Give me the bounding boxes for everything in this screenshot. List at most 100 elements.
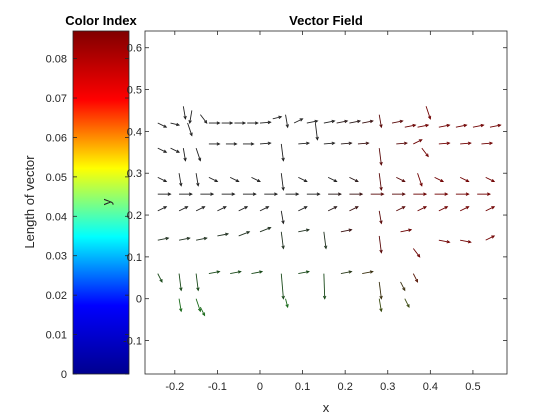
vector-arrow xyxy=(229,176,240,183)
vector-arrow xyxy=(200,192,215,196)
y-tick-label: 0.1 xyxy=(127,252,142,264)
vector-arrow xyxy=(187,122,193,137)
vector-arrow xyxy=(378,114,383,129)
vector-arrow xyxy=(178,273,183,292)
vector-arrow xyxy=(178,206,189,212)
vector-arrow xyxy=(349,206,359,212)
vector-arrow xyxy=(259,120,272,125)
vector-arrow xyxy=(378,235,383,254)
vector-arrow xyxy=(340,270,353,275)
vector-arrow xyxy=(298,176,308,183)
y-tick-label: 0 xyxy=(136,294,142,306)
vector-arrow xyxy=(438,239,451,244)
vector-arrow xyxy=(417,123,430,128)
vector-arrow xyxy=(362,270,374,275)
vector-arrow xyxy=(221,121,234,125)
vector-arrow xyxy=(217,206,227,212)
vector-arrow xyxy=(485,235,496,241)
vector-arrow xyxy=(251,270,264,275)
vector-arrow xyxy=(370,192,385,196)
colorbar-tick-label: 0.04 xyxy=(46,211,67,223)
vector-arrow xyxy=(485,176,496,183)
colorbar-gradient xyxy=(72,30,130,375)
vector-arrow xyxy=(378,173,383,191)
vector-arrow xyxy=(242,142,255,146)
x-tick-label: 0 xyxy=(257,381,263,393)
vector-arrow xyxy=(392,192,406,196)
vector-arrow xyxy=(417,173,423,187)
vector-arrow xyxy=(285,114,289,129)
vector-arrow xyxy=(298,228,310,233)
y-tick-label: 0.3 xyxy=(127,168,142,180)
vector-arrow xyxy=(349,176,359,183)
vector-arrow xyxy=(438,123,451,128)
vector-arrow xyxy=(412,248,421,258)
vector-arrow xyxy=(489,123,502,128)
vector-arrow xyxy=(170,122,181,127)
vector-arrow xyxy=(314,122,319,141)
vector-arrow xyxy=(455,192,470,196)
vector-arrow xyxy=(298,270,310,275)
vector-arrow xyxy=(272,115,283,120)
vector-arrow xyxy=(196,236,208,241)
vector-arrow xyxy=(285,192,300,196)
vector-arrow xyxy=(434,176,445,183)
vector-arrow xyxy=(362,119,374,124)
vector-arrow xyxy=(247,121,259,125)
colorbar-tick-label: 0.08 xyxy=(46,54,67,66)
colorbar: Color Index 0 0.01 0.02 0.03 0.04 0.05 0.06 0.0… xyxy=(22,13,138,381)
vector-arrow xyxy=(425,106,432,120)
vector-arrows xyxy=(157,106,502,317)
vector-arrow xyxy=(340,228,353,233)
y-axis-ticks: -0.1 0 0.1 0.2 0.3 0.4 0.5 0.6 xyxy=(123,43,507,348)
vector-arrow xyxy=(259,206,270,212)
vector-arrow xyxy=(327,206,338,212)
vector-arrow xyxy=(280,231,285,250)
colorbar-tick-label: 0.03 xyxy=(46,251,67,263)
colorbar-tick-label: 0.02 xyxy=(46,290,67,302)
vector-arrow xyxy=(178,236,191,241)
y-tick-label: 0.2 xyxy=(127,210,142,222)
vector-arrow xyxy=(396,141,408,146)
vector-arrow xyxy=(208,176,219,183)
vector-arrow xyxy=(182,148,187,162)
vector-arrow xyxy=(396,176,406,183)
vector-arrow xyxy=(195,173,200,187)
vector-arrow xyxy=(323,231,328,250)
vector-arrow xyxy=(280,173,285,191)
vector-arrow xyxy=(157,206,168,212)
colorbar-tick-label: 0.07 xyxy=(46,93,67,105)
vector-arrow xyxy=(323,119,336,124)
vector-arrow xyxy=(459,206,470,212)
vector-arrow xyxy=(327,176,338,183)
vector-arrow xyxy=(485,206,496,212)
vector-arrow xyxy=(182,106,187,120)
vector-arrow xyxy=(438,141,451,146)
x-tick-label: 0.1 xyxy=(295,381,310,393)
vector-arrow xyxy=(221,192,236,196)
vector-arrow xyxy=(157,147,168,153)
colorbar-tick-label: 0.05 xyxy=(46,172,67,184)
vector-arrow xyxy=(179,192,193,196)
vector-arrow xyxy=(157,273,163,283)
vector-arrow xyxy=(217,232,230,237)
colorbar-tick-label: 0 xyxy=(61,369,67,381)
vector-arrow xyxy=(323,141,336,146)
y-tick-label: -0.1 xyxy=(123,336,142,348)
vector-arrow xyxy=(188,110,193,125)
vector-arrow xyxy=(178,298,183,313)
plot-title: Vector Field xyxy=(289,13,363,28)
vector-arrow xyxy=(417,206,428,212)
vector-arrow xyxy=(413,192,428,196)
vector-arrow xyxy=(280,210,285,225)
vector-arrow xyxy=(378,210,383,225)
vector-arrow xyxy=(391,119,404,124)
vector-arrow xyxy=(459,176,470,183)
vector-arrow xyxy=(306,119,319,124)
vector-arrow xyxy=(208,121,221,125)
vector-arrow xyxy=(400,228,413,233)
vector-arrow xyxy=(413,139,423,145)
vector-arrow xyxy=(195,206,206,212)
vector-arrow xyxy=(298,206,308,212)
